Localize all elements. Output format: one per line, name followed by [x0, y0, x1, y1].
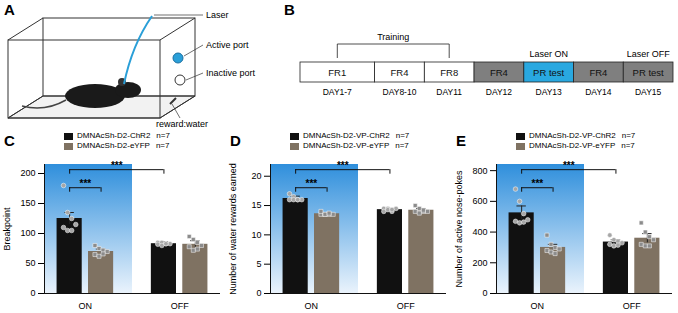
svg-text:***: *** — [306, 178, 318, 189]
svg-text:Inactive port: Inactive port — [206, 68, 256, 78]
html-text:n=7: n=7 — [156, 131, 170, 140]
svg-text:15: 15 — [251, 200, 261, 210]
svg-text:0: 0 — [256, 288, 261, 298]
svg-text:Training: Training — [377, 32, 409, 42]
svg-text:reward:water: reward:water — [156, 119, 208, 129]
svg-text:ON: ON — [79, 301, 93, 311]
svg-text:DAY14: DAY14 — [585, 87, 612, 97]
svg-text:FR8: FR8 — [440, 67, 458, 78]
svg-text:***: *** — [111, 160, 123, 171]
svg-text:DAY8-10: DAY8-10 — [383, 87, 417, 97]
html-text:DMNAcSh-D2-VP-eYFP: DMNAcSh-D2-VP-eYFP — [303, 141, 390, 150]
svg-text:OFF: OFF — [171, 301, 189, 311]
html-text:DMNAcSh-D2-VP-ChR2: DMNAcSh-D2-VP-ChR2 — [303, 131, 390, 140]
svg-text:200: 200 — [20, 168, 35, 178]
svg-text:Laser ON: Laser ON — [529, 49, 568, 59]
svg-text:***: *** — [337, 160, 349, 171]
svg-text:100: 100 — [20, 228, 35, 238]
html-text:DMNAcSh-D2-VP-ChR2: DMNAcSh-D2-VP-ChR2 — [529, 131, 616, 140]
svg-text:FR4: FR4 — [490, 67, 508, 78]
svg-text:DAY11: DAY11 — [436, 87, 462, 97]
svg-text:600: 600 — [472, 196, 487, 206]
svg-text:200: 200 — [472, 258, 487, 268]
svg-text:PR test: PR test — [533, 67, 565, 78]
svg-text:***: *** — [80, 178, 92, 189]
svg-text:DAY13: DAY13 — [536, 87, 563, 97]
svg-text:DAY15: DAY15 — [635, 87, 662, 97]
svg-text:FR1: FR1 — [328, 67, 346, 78]
svg-text:B: B — [284, 1, 295, 18]
svg-text:20: 20 — [251, 171, 261, 181]
svg-text:***: *** — [563, 160, 575, 171]
html-text:DMNAcSh-D2-eYFP: DMNAcSh-D2-eYFP — [77, 141, 150, 150]
svg-text:ON: ON — [305, 301, 319, 311]
html-text:n=7: n=7 — [395, 131, 410, 140]
html-text:n=7: n=7 — [395, 141, 409, 150]
svg-text:DAY12: DAY12 — [486, 87, 513, 97]
html-text:n=7: n=7 — [621, 141, 635, 150]
svg-text:400: 400 — [472, 227, 487, 237]
svg-text:800: 800 — [472, 166, 487, 176]
svg-text:Number of water rewards earned: Number of water rewards earned — [228, 163, 238, 295]
svg-text:***: *** — [532, 178, 544, 189]
html-text:DMNAcSh-D2-ChR2: DMNAcSh-D2-ChR2 — [77, 131, 151, 140]
svg-text:PR test: PR test — [633, 67, 665, 78]
svg-text:5: 5 — [256, 259, 261, 269]
svg-text:Active port: Active port — [206, 40, 249, 50]
svg-text:0: 0 — [30, 288, 35, 298]
html-text:n=7: n=7 — [155, 141, 170, 150]
svg-text:Number of active nose-pokes: Number of active nose-pokes — [454, 170, 464, 288]
svg-text:A: A — [4, 1, 15, 18]
html-text:n=7: n=7 — [621, 131, 636, 140]
svg-text:Laser: Laser — [206, 10, 229, 20]
svg-text:Breakpoint: Breakpoint — [2, 207, 12, 251]
html-text:C: C — [4, 132, 15, 149]
svg-text:Laser OFF: Laser OFF — [627, 49, 671, 59]
svg-text:ON: ON — [531, 301, 545, 311]
svg-text:OFF: OFF — [623, 301, 641, 311]
html-text:D: D — [230, 132, 241, 149]
html-text:DMNAcSh-D2-VP-eYFP: DMNAcSh-D2-VP-eYFP — [529, 141, 616, 150]
svg-text:0: 0 — [482, 288, 487, 298]
svg-text:10: 10 — [251, 230, 261, 240]
html-text:E: E — [456, 132, 466, 149]
svg-text:FR4: FR4 — [589, 67, 607, 78]
svg-text:DAY1-7: DAY1-7 — [323, 87, 352, 97]
svg-text:FR4: FR4 — [390, 67, 408, 78]
svg-text:150: 150 — [20, 198, 35, 208]
svg-text:50: 50 — [25, 258, 35, 268]
svg-text:OFF: OFF — [397, 301, 415, 311]
